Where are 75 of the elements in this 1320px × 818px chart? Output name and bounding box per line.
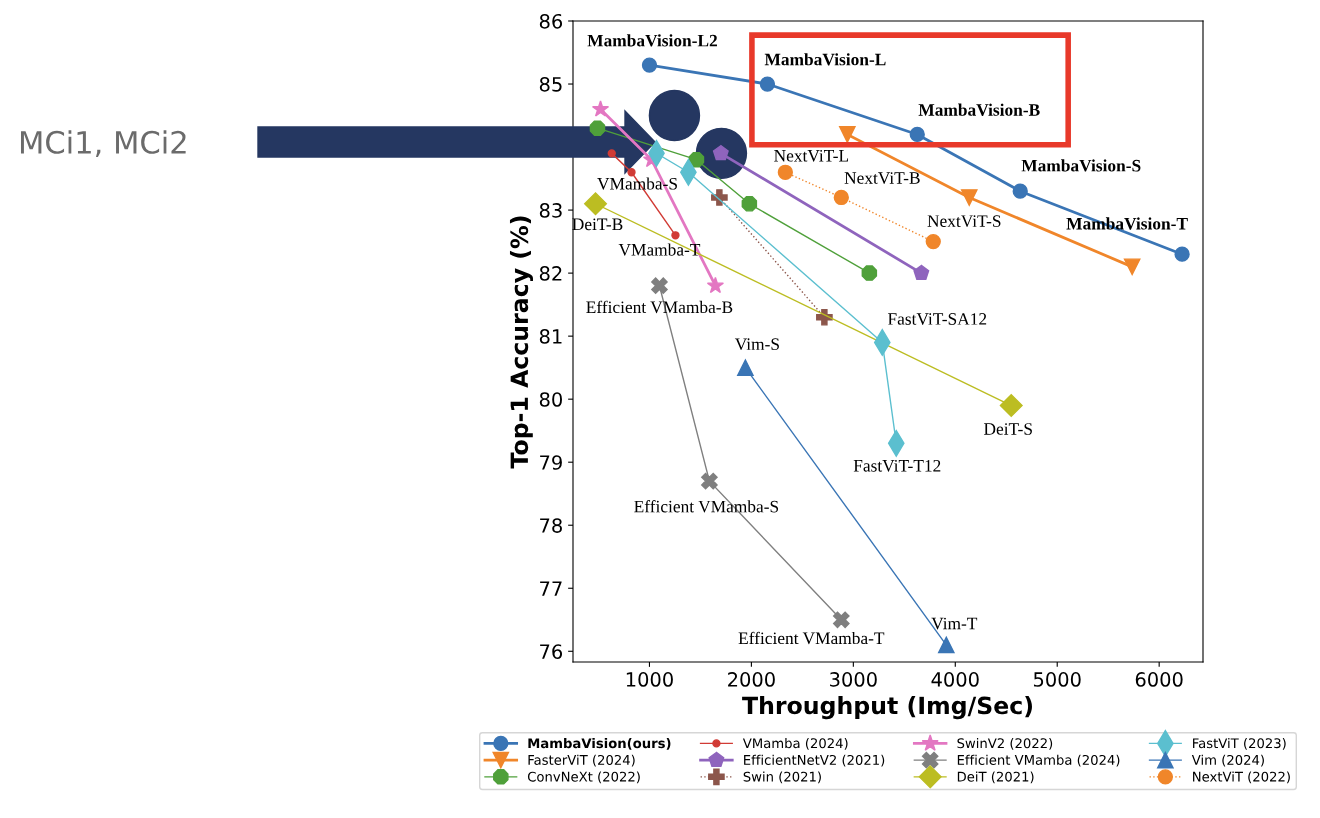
- annotation: NextViT-S: [927, 215, 1001, 228]
- annotation: MambaVision-B: [918, 103, 1040, 116]
- annotation: Vim-S: [734, 338, 779, 351]
- point: [741, 196, 758, 212]
- point: [627, 168, 636, 177]
- point: [641, 57, 658, 73]
- point: [706, 276, 725, 294]
- y-tick-label: 77: [540, 581, 562, 596]
- y-tick-label: 80: [539, 392, 562, 407]
- x-tick-label: 5000: [1033, 672, 1081, 687]
- point: [777, 164, 793, 180]
- point: [759, 76, 776, 92]
- x-axis-title: Throughput (Img/Sec): [742, 696, 1032, 720]
- point: [607, 149, 616, 158]
- x-tick-label: 3000: [830, 672, 877, 687]
- x-tick-label: 2000: [728, 672, 775, 687]
- legend-label: Efficient VMamba (2024): [957, 754, 1120, 767]
- legend-label: FastViT (2023): [1193, 737, 1286, 750]
- y-tick-label: 78: [540, 518, 562, 533]
- point: [833, 189, 849, 206]
- point: [651, 277, 668, 295]
- y-tick-label: 86: [539, 13, 563, 29]
- y-tick-label: 83: [539, 203, 562, 218]
- text: MCi1, MCi2: [21, 130, 186, 157]
- point: [913, 264, 930, 280]
- point: [1012, 183, 1028, 199]
- point: [960, 189, 978, 206]
- point: [671, 231, 680, 240]
- annotation: MambaVision-L2: [587, 34, 717, 47]
- y-tick-label: 81: [539, 329, 562, 344]
- annotation: Efficient VMamba-T: [738, 631, 885, 645]
- x-tick-label: 6000: [1135, 672, 1183, 687]
- annotation: MambaVision-S: [1021, 159, 1141, 172]
- y-tick-label: 76: [540, 644, 563, 659]
- point: [589, 120, 606, 136]
- annotation: DeiT-S: [983, 423, 1032, 435]
- legend-label: EfficientNetV2 (2021): [744, 754, 885, 767]
- point: [1174, 246, 1190, 262]
- legend-label: DeiT (2021): [957, 771, 1034, 784]
- point: [909, 126, 925, 143]
- annotation: FastViT-T12: [853, 459, 941, 472]
- legend-label: NextViT (2022): [1193, 771, 1290, 784]
- legend-label: ConvNeXt (2022): [527, 771, 640, 784]
- y-tick-label: 85: [539, 76, 562, 92]
- y-axis-title: Top-1 Accuracy (%): [509, 216, 533, 469]
- legend-label: Swin (2021): [743, 771, 821, 784]
- point: [861, 265, 878, 281]
- point: [584, 192, 608, 216]
- annotation: Efficient VMamba-S: [634, 500, 779, 513]
- legend-label: MambaVision(ours): [528, 737, 671, 750]
- annotation: Efficient VMamba-B: [586, 300, 733, 314]
- point: [737, 359, 754, 376]
- annotation: NextViT-L: [774, 149, 849, 162]
- point: [937, 636, 955, 654]
- point: [925, 233, 941, 250]
- point: [999, 393, 1023, 417]
- annotation: NextViT-B: [844, 172, 920, 184]
- y-tick-label: 82: [539, 266, 562, 281]
- point: [688, 151, 705, 168]
- point: [832, 611, 850, 629]
- x-tick-label: 4000: [931, 672, 979, 687]
- legend-label: Vim (2024): [1191, 754, 1264, 767]
- legend-label: VMamba (2024): [742, 737, 848, 750]
- point: [591, 100, 610, 117]
- legend-label: FasterViT (2024): [528, 754, 635, 767]
- x-tick-label: 1000: [626, 672, 673, 687]
- point: [648, 89, 701, 142]
- point: [701, 472, 718, 490]
- point: [838, 126, 856, 143]
- y-tick-label: 79: [540, 455, 562, 470]
- annotation: FastViT-SA12: [887, 313, 987, 325]
- annotation: Vim-T: [931, 617, 978, 630]
- annotation: MambaVision-L: [764, 53, 886, 66]
- legend-label: SwinV2 (2022): [957, 737, 1053, 750]
- point: [1123, 258, 1141, 276]
